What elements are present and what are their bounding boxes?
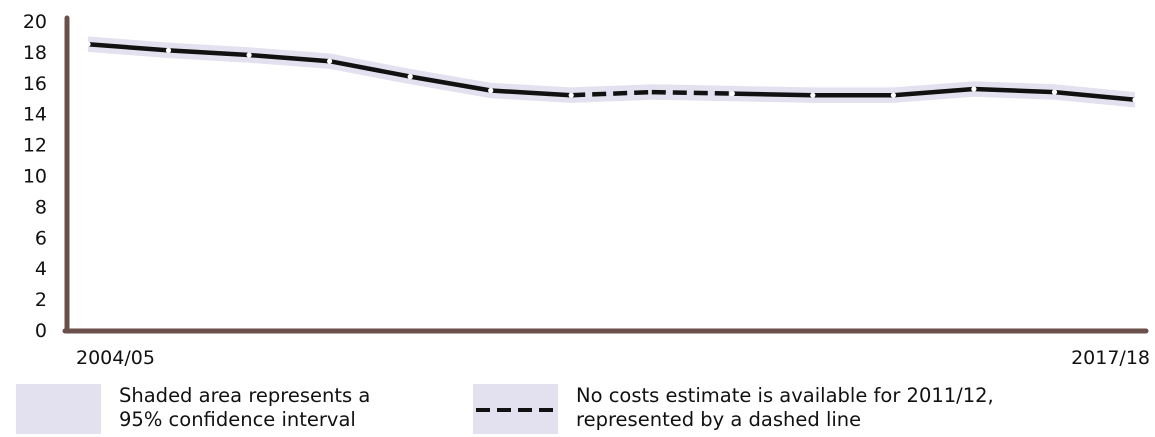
series-0-segment-6-dashed bbox=[571, 89, 652, 98]
data-point-2012-13 bbox=[729, 91, 735, 97]
legend-ci-line2: 95% confidence interval bbox=[119, 408, 356, 431]
data-point-2008-09 bbox=[407, 74, 413, 80]
data-point-2016-17 bbox=[1051, 89, 1058, 95]
legend-item-dashed-line: No costs estimate is available for 2011/… bbox=[473, 384, 1096, 434]
series-0-segment-8 bbox=[730, 91, 816, 98]
x-tick-label-first: 2004/05 bbox=[76, 347, 155, 369]
legend-ci-line1: Shaded area represents a bbox=[119, 384, 371, 407]
data-point-2014-15 bbox=[890, 92, 897, 98]
series-0-segment-5 bbox=[488, 88, 574, 98]
dashed-line-swatch bbox=[473, 384, 558, 434]
data-point-2004-05 bbox=[85, 41, 91, 47]
confidence-interval-swatch bbox=[16, 384, 101, 434]
data-point-2009-10 bbox=[488, 87, 494, 94]
y-tick-label-8: 8 bbox=[35, 196, 47, 218]
legend-item-confidence-interval: Shaded area represents a 95% confidence … bbox=[16, 384, 639, 434]
series-0-segment-4 bbox=[407, 74, 493, 93]
y-tick-label-10: 10 bbox=[23, 166, 47, 188]
data-point-2006-07 bbox=[246, 52, 252, 58]
series-0-segment-0 bbox=[85, 41, 171, 53]
y-tick-label-6: 6 bbox=[35, 227, 47, 249]
series-0-segment-2 bbox=[246, 52, 332, 64]
data-point-2017-18 bbox=[1132, 97, 1138, 103]
y-tick-label-14: 14 bbox=[23, 104, 47, 126]
data-point-2015-16 bbox=[971, 86, 977, 92]
confidence-interval-band bbox=[88, 36, 1135, 108]
series-0-segment-10 bbox=[891, 86, 977, 98]
legend-label-dashed-line: No costs estimate is available for 2011/… bbox=[576, 384, 1096, 432]
data-point-2013-14 bbox=[810, 92, 816, 98]
y-tick-label-16: 16 bbox=[23, 73, 47, 95]
series-0-segment-7-dashed bbox=[651, 89, 733, 96]
data-point-2010-11 bbox=[568, 92, 574, 98]
legend-dashed-line2: represented by a dashed line bbox=[576, 408, 862, 431]
legend-label-confidence-interval: Shaded area represents a 95% confidence … bbox=[119, 384, 639, 432]
y-tick-label-20: 20 bbox=[23, 11, 47, 33]
y-tick-label-0: 0 bbox=[35, 320, 47, 342]
y-tick-label-4: 4 bbox=[35, 258, 47, 280]
series-0-segment-11 bbox=[971, 86, 1057, 95]
y-tick-label-2: 2 bbox=[35, 289, 47, 311]
line-chart: 0 2 4 6 8 10 12 14 16 18 20 2004/05 2017/18 bbox=[23, 11, 1150, 369]
data-point-2005-06 bbox=[165, 47, 172, 54]
legend-dashed-line1: No costs estimate is available for 2011/… bbox=[576, 384, 994, 407]
x-tick-label-last: 2017/18 bbox=[1071, 347, 1150, 369]
data-point-2007-08 bbox=[327, 58, 333, 64]
y-tick-label-18: 18 bbox=[23, 42, 47, 64]
series-0-segment-12 bbox=[1052, 89, 1138, 103]
series-0-segment-3 bbox=[327, 58, 413, 79]
y-tick-label-12: 12 bbox=[23, 135, 47, 157]
series-0-segment-1 bbox=[166, 48, 252, 58]
